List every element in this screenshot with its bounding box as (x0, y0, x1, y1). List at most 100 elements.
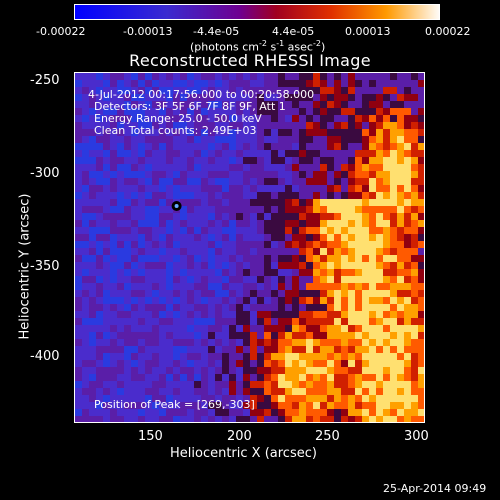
image-pixel (418, 220, 424, 228)
image-pixel (327, 73, 335, 81)
image-pixel (306, 381, 314, 389)
image-pixel (334, 185, 342, 193)
image-pixel (124, 381, 132, 389)
image-pixel (320, 87, 328, 95)
image-pixel (292, 409, 300, 417)
image-pixel (355, 248, 363, 256)
image-pixel (159, 325, 167, 333)
image-pixel (103, 416, 111, 422)
image-pixel (278, 150, 286, 158)
image-pixel (369, 136, 377, 144)
image-pixel (292, 241, 300, 249)
image-pixel (180, 164, 188, 172)
image-pixel (355, 346, 363, 354)
image-pixel (201, 276, 209, 284)
image-pixel (383, 143, 391, 151)
image-pixel (159, 318, 167, 326)
image-pixel (89, 227, 97, 235)
image-pixel (383, 276, 391, 284)
image-pixel (215, 283, 223, 291)
image-pixel (110, 388, 118, 396)
image-pixel (229, 332, 237, 340)
image-pixel (264, 360, 272, 368)
image-pixel (348, 332, 356, 340)
image-pixel (334, 101, 342, 109)
image-pixel (397, 269, 405, 277)
image-pixel (152, 108, 160, 116)
image-pixel (411, 409, 419, 417)
image-pixel (299, 157, 307, 165)
image-pixel (201, 290, 209, 298)
image-pixel (369, 192, 377, 200)
image-pixel (264, 311, 272, 319)
image-pixel (229, 318, 237, 326)
image-pixel (250, 367, 258, 375)
image-pixel (124, 150, 132, 158)
image-pixel (173, 290, 181, 298)
image-pixel (96, 150, 104, 158)
image-pixel (173, 213, 181, 221)
image-pixel (110, 199, 118, 207)
image-pixel (299, 206, 307, 214)
image-pixel (229, 185, 237, 193)
image-pixel (166, 304, 174, 312)
image-pixel (243, 304, 251, 312)
image-pixel (418, 213, 424, 221)
image-pixel (124, 227, 132, 235)
image-pixel (411, 220, 419, 228)
image-pixel (250, 199, 258, 207)
image-pixel (194, 325, 202, 333)
image-pixel (341, 164, 349, 172)
image-pixel (89, 73, 97, 81)
image-pixel (208, 108, 216, 116)
image-pixel (285, 213, 293, 221)
image-pixel (159, 353, 167, 361)
image-pixel (369, 346, 377, 354)
image-pixel (75, 143, 83, 151)
image-pixel (299, 255, 307, 263)
image-pixel (418, 227, 424, 235)
image-pixel (166, 311, 174, 319)
image-pixel (250, 318, 258, 326)
image-pixel (201, 248, 209, 256)
image-pixel (236, 157, 244, 165)
image-pixel (313, 213, 321, 221)
image-pixel (201, 227, 209, 235)
image-pixel (208, 101, 216, 109)
image-pixel (250, 248, 258, 256)
image-pixel (89, 206, 97, 214)
image-pixel (110, 297, 118, 305)
image-pixel (180, 262, 188, 270)
image-pixel (327, 332, 335, 340)
image-pixel (201, 318, 209, 326)
image-pixel (145, 101, 153, 109)
image-pixel (75, 227, 83, 235)
image-pixel (320, 248, 328, 256)
image-pixel (348, 304, 356, 312)
image-pixel (404, 94, 412, 102)
image-pixel (75, 276, 83, 284)
image-pixel (194, 353, 202, 361)
image-pixel (348, 269, 356, 277)
image-pixel (236, 381, 244, 389)
image-pixel (201, 416, 209, 422)
image-pixel (187, 150, 195, 158)
image-pixel (299, 353, 307, 361)
image-pixel (362, 402, 370, 410)
image-pixel (292, 339, 300, 347)
image-pixel (320, 304, 328, 312)
image-pixel (362, 150, 370, 158)
image-pixel (201, 192, 209, 200)
image-pixel (313, 108, 321, 116)
image-pixel (278, 115, 286, 123)
image-pixel (306, 395, 314, 403)
image-pixel (180, 339, 188, 347)
image-pixel (236, 276, 244, 284)
image-pixel (166, 220, 174, 228)
image-pixel (257, 311, 265, 319)
image-pixel (96, 311, 104, 319)
image-pixel (369, 367, 377, 375)
image-pixel (187, 108, 195, 116)
image-pixel (292, 157, 300, 165)
image-pixel (222, 115, 230, 123)
